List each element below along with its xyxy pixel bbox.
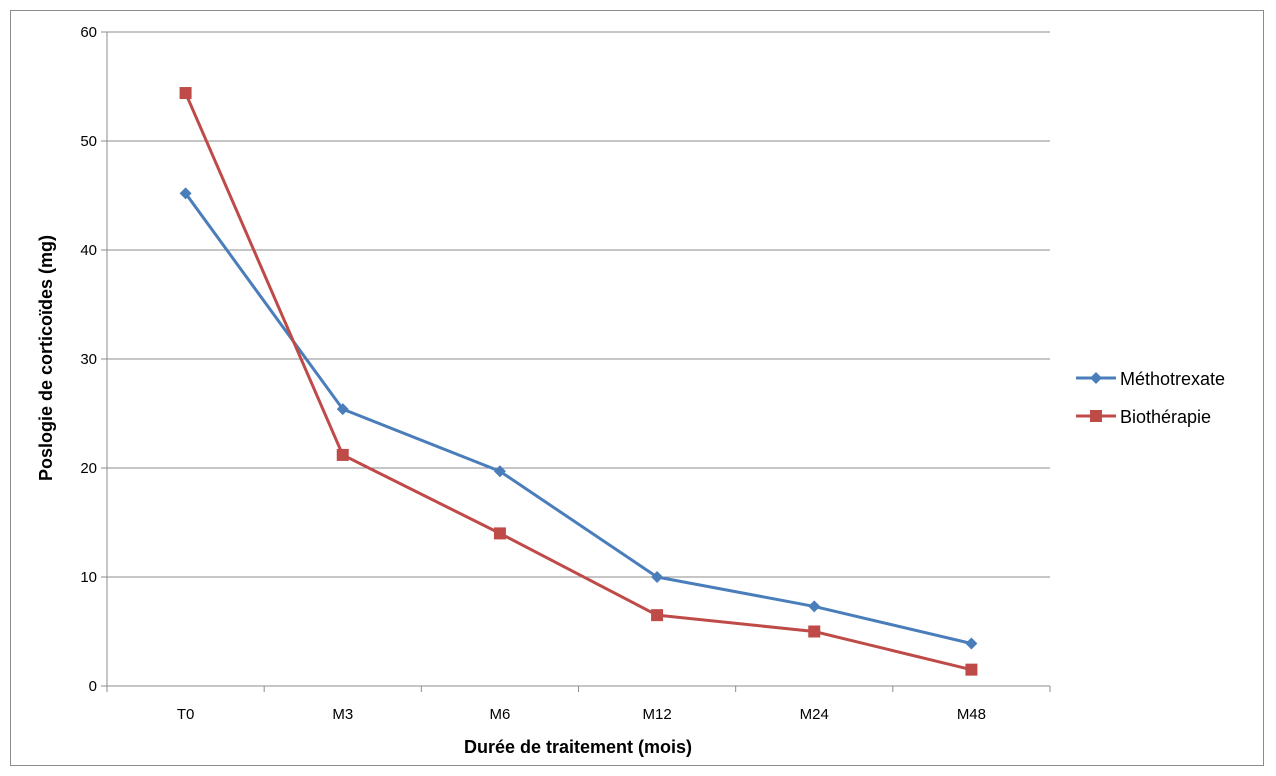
x-axis-title: Durée de traitement (mois) [464, 737, 692, 757]
x-tick-label: M48 [957, 706, 986, 723]
x-tick-label: M12 [642, 706, 671, 723]
data-point-square [1090, 410, 1102, 422]
legend: Méthotrexate Biothérapie [1076, 369, 1225, 427]
data-point-diamond [808, 600, 821, 613]
gridlines [107, 31, 1050, 578]
x-tick-labels: T0 M3 M6 M12 M24 M48 [177, 706, 986, 723]
data-point-diamond [651, 571, 664, 583]
y-tick-label: 50 [80, 133, 97, 150]
legend-item: Biothérapie [1076, 407, 1211, 427]
series-line [184, 92, 972, 672]
data-point-square [493, 527, 506, 540]
series-1 [179, 187, 978, 650]
data-point-square [808, 625, 821, 638]
legend-label: Méthotrexate [1120, 369, 1225, 389]
data-point-diamond [1090, 372, 1102, 384]
y-tick-label: 0 [89, 678, 97, 695]
y-tick-label: 30 [80, 351, 97, 368]
series-line [184, 192, 972, 645]
data-point-square [651, 609, 664, 622]
data-point-diamond [965, 637, 978, 650]
data-point-diamond [179, 187, 192, 200]
legend-label: Biothérapie [1120, 407, 1211, 427]
x-tick-label: T0 [177, 706, 195, 723]
y-tick-label: 60 [80, 24, 97, 41]
x-tick-label: M3 [332, 706, 353, 723]
x-tick-label: M24 [800, 706, 829, 723]
data-point-square [336, 448, 349, 461]
y-axis-title: Poslogie de corticoïdes (mg) [36, 235, 56, 481]
y-tick-labels: 0 10 20 30 40 50 60 [80, 24, 97, 695]
series-2 [179, 87, 978, 676]
axes [101, 31, 1051, 692]
y-tick-label: 10 [80, 569, 97, 586]
data-point-square [179, 87, 192, 100]
legend-item: Méthotrexate [1076, 369, 1225, 389]
data-point-square [965, 663, 978, 676]
data-point-diamond [493, 465, 506, 478]
x-tick-label: M6 [489, 706, 510, 723]
series [179, 87, 978, 676]
data-point-diamond [336, 403, 349, 416]
chart-frame [10, 10, 1264, 766]
y-tick-label: 40 [80, 242, 97, 259]
y-tick-label: 20 [80, 460, 97, 477]
